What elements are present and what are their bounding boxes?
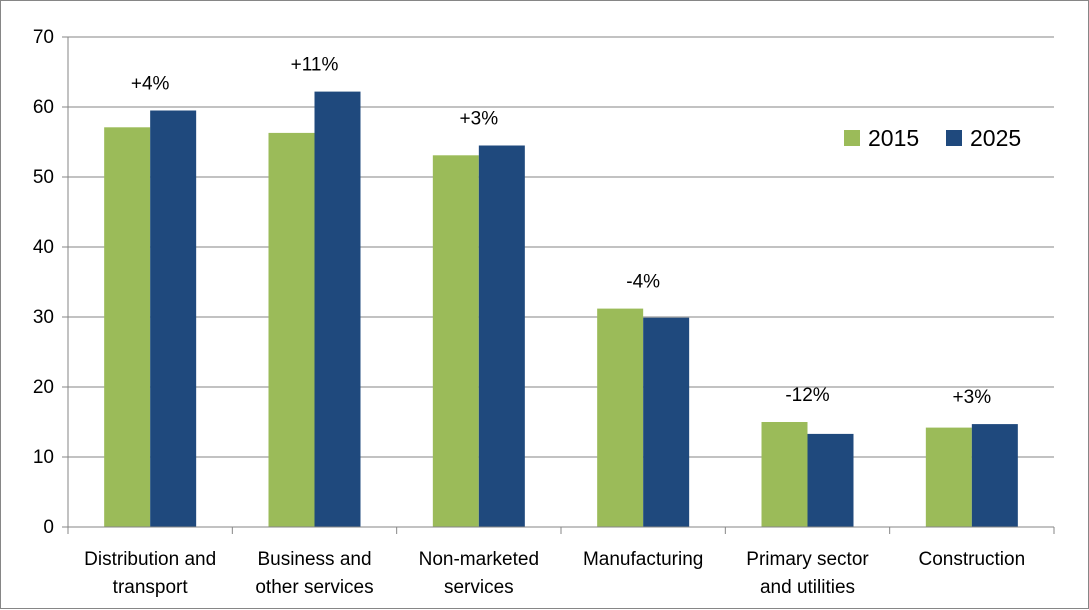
category-label-line: Business and [257, 549, 371, 570]
category-label: Non-marketed services [419, 549, 539, 598]
bar-2015 [761, 422, 808, 527]
bar-2015 [432, 155, 479, 528]
category-label-line: other services [255, 577, 373, 598]
category-labels: Distribution and transport Business and oth… [84, 549, 1025, 598]
change-label: +11% [291, 55, 339, 76]
change-labels: +4% +11% +3% -4% -12% +3% [131, 55, 991, 409]
category-label: Manufacturing [583, 549, 703, 570]
y-tick-label: 10 [33, 447, 54, 468]
legend-label: 2025 [970, 125, 1021, 151]
y-tick-label: 20 [33, 377, 54, 398]
y-tick-label: 70 [33, 27, 54, 48]
category-label: Distribution and transport [84, 549, 216, 598]
category-label: Construction [918, 549, 1025, 570]
axes [67, 37, 1055, 534]
category-label-line: Construction [918, 549, 1025, 570]
y-axis-ticks: 0 10 20 30 40 50 60 70 [33, 27, 68, 538]
bar-2015 [268, 132, 315, 527]
y-tick-label: 40 [33, 237, 54, 258]
category-label-line: Non-marketed [419, 549, 539, 570]
bar-2025 [150, 110, 197, 527]
category-label: Business and other services [255, 549, 373, 598]
y-tick-label: 0 [43, 517, 54, 538]
category-label-line: Distribution and [84, 549, 216, 570]
bar-2025 [807, 433, 854, 527]
change-label: -12% [785, 385, 829, 406]
legend-label: 2015 [868, 125, 919, 151]
category-label-line: services [444, 577, 514, 598]
bar-2015 [104, 127, 151, 528]
bars [104, 91, 1018, 528]
category-label-line: and utilities [760, 577, 855, 598]
gridlines [68, 36, 1054, 458]
change-label: +3% [953, 387, 992, 408]
legend-swatch-2025 [946, 130, 962, 146]
change-label: +3% [460, 109, 499, 130]
category-label: Primary sector and utilities [746, 549, 869, 598]
bar-2025 [971, 424, 1018, 527]
y-tick-label: 60 [33, 97, 54, 118]
bar-2025 [478, 145, 525, 527]
legend: 2015 2025 [844, 125, 1021, 151]
y-tick-label: 30 [33, 307, 54, 328]
change-label: -4% [626, 272, 660, 293]
bar-2015 [597, 308, 644, 527]
change-label: +4% [131, 74, 170, 95]
category-label-line: transport [113, 577, 189, 598]
legend-swatch-2015 [844, 130, 860, 146]
category-label-line: Primary sector [746, 549, 869, 570]
y-tick-label: 50 [33, 167, 54, 188]
category-label-line: Manufacturing [583, 549, 703, 570]
bar-2015 [925, 427, 972, 527]
bar-2025 [643, 317, 690, 527]
bar-2025 [314, 91, 361, 527]
